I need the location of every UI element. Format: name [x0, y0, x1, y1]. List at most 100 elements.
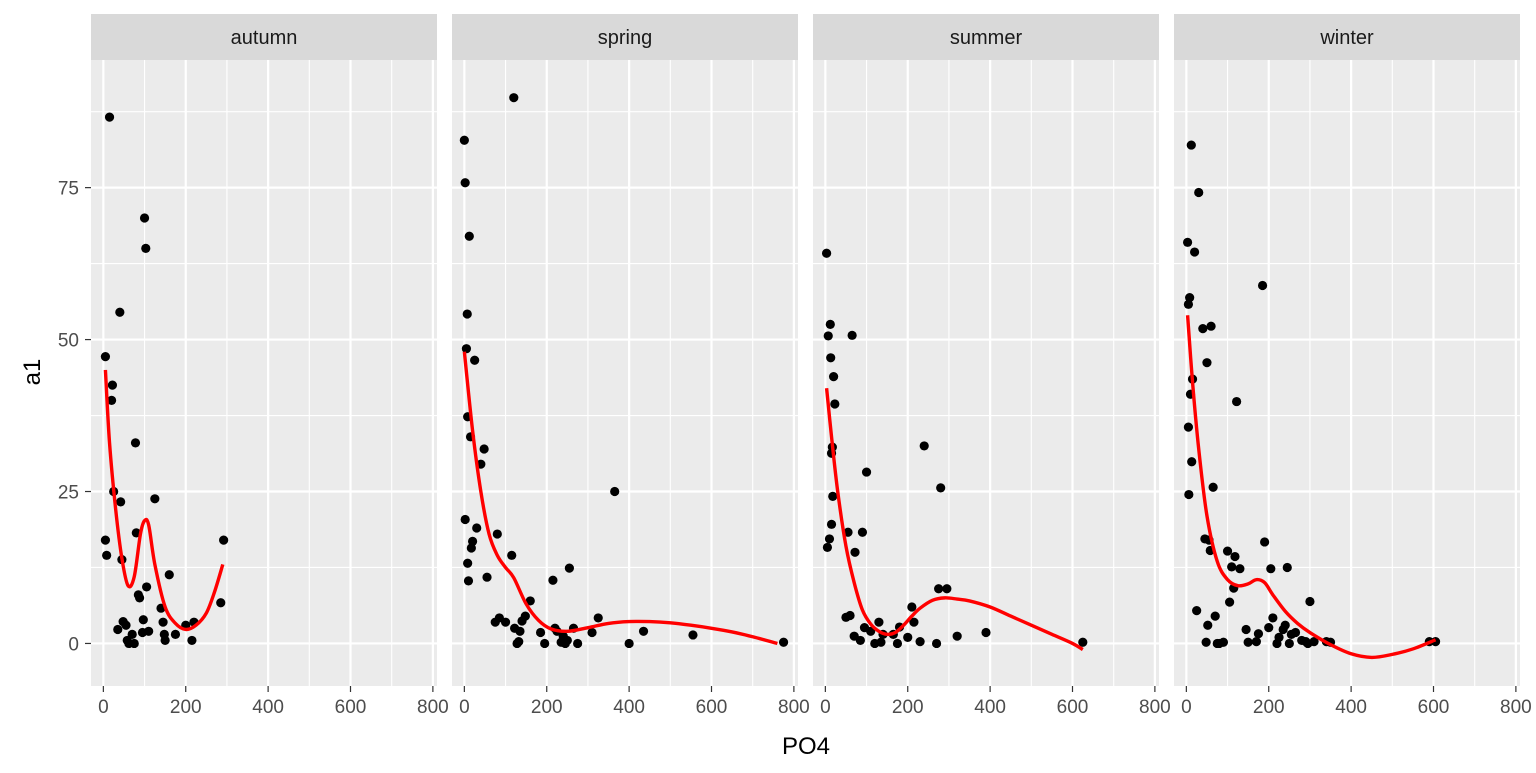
facet-strip-label: winter [1319, 27, 1374, 49]
data-point [1243, 637, 1253, 647]
data-point [106, 395, 117, 405]
data-point [515, 626, 525, 636]
facet-strip [452, 14, 798, 60]
data-point [876, 637, 886, 647]
x-axis-title: PO4 [782, 733, 830, 760]
x-tick-label: 600 [1057, 697, 1089, 718]
data-point [104, 112, 115, 122]
facet-strip [1174, 14, 1520, 60]
data-point [1260, 537, 1270, 547]
data-point [1251, 637, 1261, 647]
data-point [1186, 140, 1196, 150]
points-group [459, 93, 789, 649]
data-point [127, 629, 137, 639]
data-point [1227, 562, 1237, 572]
data-point [150, 494, 160, 504]
data-point [160, 635, 170, 646]
x-tick-label: 400 [252, 697, 284, 718]
data-point [826, 519, 837, 529]
data-point [482, 572, 492, 582]
x-tick-label: 200 [892, 697, 924, 718]
data-point [1290, 627, 1301, 638]
data-point [624, 638, 634, 649]
data-point [164, 570, 174, 580]
y-tick-label: 75 [58, 179, 79, 200]
data-point [138, 615, 148, 625]
x-tick-label: 200 [531, 697, 563, 718]
data-point [535, 627, 546, 638]
data-point [1264, 623, 1274, 633]
data-point [1192, 606, 1202, 616]
data-point [688, 630, 698, 640]
x-tick-label: 200 [1253, 697, 1285, 718]
data-point [216, 598, 226, 608]
data-point [100, 535, 111, 545]
data-point [1257, 280, 1268, 291]
data-point [139, 213, 150, 223]
data-point [135, 593, 145, 603]
data-point [638, 626, 649, 636]
x-tick-label: 800 [1139, 697, 1171, 718]
facet-strip-label: summer [950, 27, 1023, 49]
data-point [934, 584, 944, 594]
data-point [121, 620, 131, 630]
data-point [158, 617, 168, 627]
x-tick-label: 800 [778, 697, 810, 718]
data-point [113, 624, 123, 635]
data-point [825, 319, 835, 329]
data-point [1201, 637, 1211, 647]
x-tick-label: 0 [1181, 697, 1192, 718]
data-point [1198, 324, 1208, 334]
data-point [573, 638, 583, 649]
data-point [931, 638, 942, 649]
data-point [540, 638, 550, 649]
data-point [1282, 562, 1292, 573]
y-axis: 0 25 50 75 [58, 179, 91, 655]
data-point [1266, 564, 1276, 574]
data-point [514, 637, 524, 647]
data-point [472, 523, 482, 533]
x-tick-label: 600 [1418, 697, 1450, 718]
x-tick-label: 600 [696, 697, 728, 718]
data-point [525, 596, 535, 606]
data-point [467, 536, 478, 546]
panel-background [1174, 60, 1520, 686]
data-point [1253, 629, 1264, 639]
data-point [1203, 620, 1213, 630]
data-point [874, 617, 884, 627]
data-point [141, 243, 151, 254]
data-point [461, 344, 472, 354]
data-point [142, 582, 152, 592]
data-point [828, 491, 838, 501]
data-point [1078, 637, 1088, 647]
data-point [463, 576, 474, 586]
data-point [593, 613, 603, 623]
data-point [1210, 611, 1220, 621]
data-point [830, 399, 840, 409]
data-point [170, 629, 181, 639]
x-tick-label: 0 [820, 697, 831, 718]
data-point [464, 231, 474, 241]
data-point [981, 627, 991, 638]
data-point [460, 514, 470, 525]
data-point [1208, 482, 1218, 492]
smooth-line [1185, 315, 1437, 660]
data-point [866, 626, 876, 636]
data-point [778, 637, 789, 647]
data-point [507, 550, 517, 560]
data-point [909, 617, 919, 627]
data-point [102, 550, 112, 560]
panel-background [452, 60, 798, 686]
facet-panel-summer: summer 0 200 400 600 800 [813, 14, 1171, 718]
x-tick-label: 0 [459, 697, 470, 718]
data-point [463, 558, 473, 568]
data-point [587, 627, 597, 638]
data-point [1202, 358, 1212, 368]
data-point [1230, 551, 1240, 562]
panel-background [91, 60, 437, 686]
x-tick-label: 800 [1500, 697, 1532, 718]
data-point [861, 467, 872, 477]
data-point [500, 617, 511, 627]
x-tick-label: 400 [1335, 697, 1367, 718]
data-point [903, 632, 913, 642]
